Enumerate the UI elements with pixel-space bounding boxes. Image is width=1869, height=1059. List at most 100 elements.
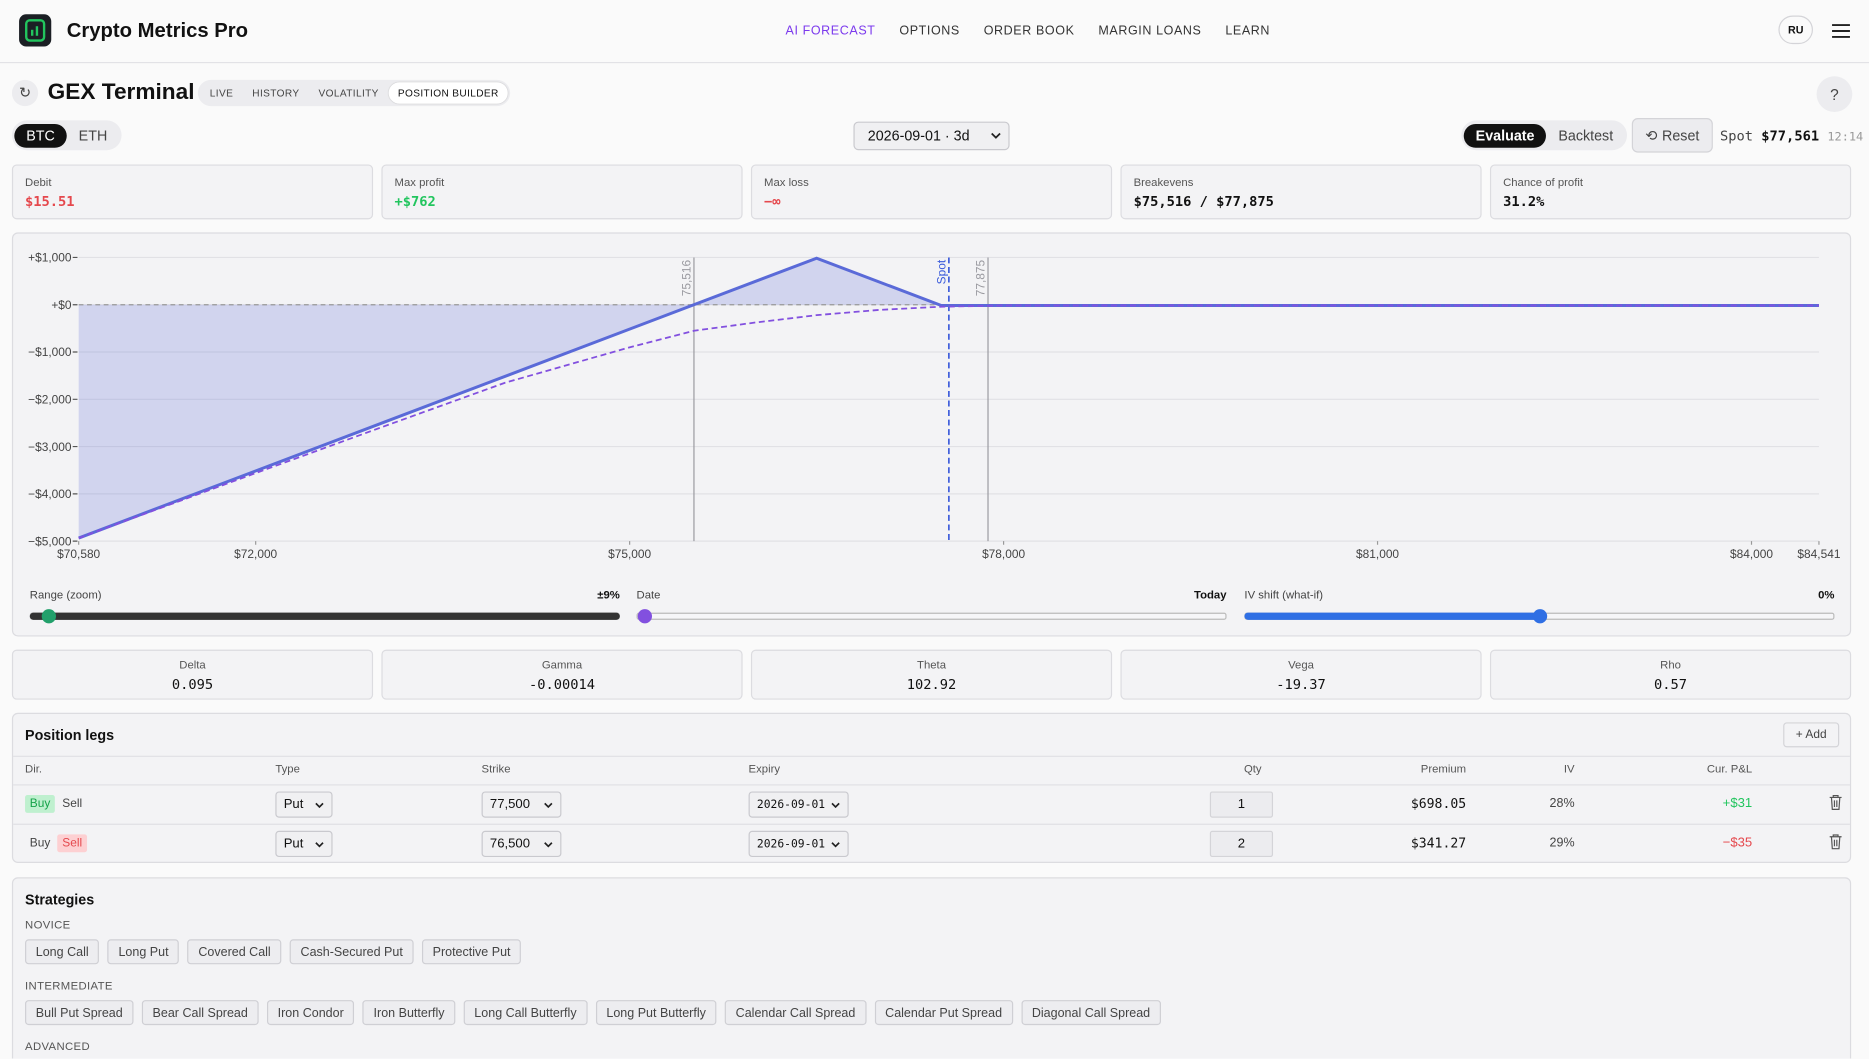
group-name: ADVANCED <box>25 1040 90 1054</box>
strategy-button[interactable]: Protective Put <box>421 939 522 965</box>
delete-button[interactable] <box>1828 833 1842 850</box>
greek-label: Theta <box>917 659 946 673</box>
tab[interactable]: POSITION BUILDER <box>388 82 509 104</box>
summary-card: Max loss −∞ <box>750 164 1113 220</box>
strategy-button[interactable]: Iron Butterfly <box>362 1000 456 1026</box>
chart: −$5,000 −$4,000 −$3,000 −$2,000 −$1,000 +$0 +$… <box>28 251 1841 561</box>
strategy-row: Bull Put Spread Bear Call Spread Iron Cond… <box>25 1000 1169 1026</box>
strategy-button[interactable]: Long Put <box>107 939 180 965</box>
greek-value: -19.37 <box>1276 675 1326 693</box>
column-header: Qty <box>1243 762 1262 776</box>
legs-title: Position legs <box>25 727 115 744</box>
menu-icon[interactable] <box>1831 23 1851 40</box>
strategies-panel: Strategies NOVICE Long Call Long Put Covered… <box>11 877 1852 1059</box>
help-button[interactable]: ? <box>1816 76 1853 113</box>
summary-card: Chance of profit 31.2% <box>1489 164 1852 220</box>
expiry-select[interactable]: 2026-09-01 <box>748 830 849 858</box>
greek-card: Delta 0.095 <box>11 649 374 700</box>
legs-panel: Position legs + Add Dir. Type Strike Expiry Qt… <box>11 712 1852 863</box>
greek-card: Gamma -0.00014 <box>381 649 743 700</box>
y-tick-label: −$1,000 <box>28 345 72 359</box>
group-name: INTERMEDIATE <box>25 979 113 993</box>
direction-buy[interactable]: Buy <box>25 795 56 813</box>
asset-option[interactable]: ETH <box>78 126 108 144</box>
lang-button[interactable]: RU <box>1778 15 1813 45</box>
nav-link[interactable]: ORDER BOOK <box>983 23 1075 39</box>
summary-label: Max loss <box>764 176 809 190</box>
strategy-button[interactable]: Diagonal Call Spread <box>1021 1000 1161 1026</box>
strategy-button[interactable]: Long Call <box>25 939 100 965</box>
slider[interactable]: Date Today <box>636 588 1227 627</box>
premium: $341.27 <box>1410 835 1467 852</box>
x-tick-label: $70,580 <box>57 547 100 561</box>
strategies-title: Strategies <box>25 891 95 909</box>
direction-sell[interactable]: Sell <box>62 797 83 811</box>
refresh-button[interactable]: ↻ <box>11 79 39 107</box>
qty-input[interactable]: 1 <box>1209 791 1274 818</box>
trash-icon <box>1829 795 1842 810</box>
x-tick-label: $78,000 <box>982 547 1025 561</box>
mode-option[interactable]: Backtest <box>1558 126 1614 144</box>
brand[interactable]: Crypto Metrics Pro <box>66 19 249 42</box>
strike-select[interactable]: 76,500 <box>481 830 562 858</box>
nav-link[interactable]: LEARN <box>1225 23 1271 39</box>
spot-info: Spot $77,561 12:14 <box>1720 128 1863 145</box>
qty-input[interactable]: 2 <box>1209 830 1274 858</box>
type-select[interactable]: Put <box>275 791 333 818</box>
series-line <box>78 304 1819 539</box>
divider <box>13 823 1850 825</box>
nav-link[interactable]: OPTIONS <box>899 23 960 39</box>
type-select[interactable]: Put <box>275 830 333 858</box>
slider-value: Today <box>1194 588 1227 602</box>
asset-option[interactable]: BTC <box>14 123 67 148</box>
x-tick-label: $84,541 <box>1797 547 1840 561</box>
strategy-button[interactable]: Long Put Butterfly <box>595 1000 717 1026</box>
slider-label: IV shift (what-if) <box>1244 588 1324 602</box>
direction-buy[interactable]: Buy <box>29 836 51 850</box>
add-button[interactable]: + Add <box>1783 722 1840 748</box>
chevron <box>831 841 840 847</box>
strategy-button[interactable]: Covered Call <box>187 939 282 965</box>
strategy-button[interactable]: Bear Call Spread <box>141 1000 259 1026</box>
tab[interactable]: HISTORY <box>252 87 300 99</box>
delete-button[interactable] <box>1828 794 1842 811</box>
strategy-button[interactable]: Calendar Call Spread <box>724 1000 867 1026</box>
y-tick-label: +$0 <box>51 298 72 312</box>
chevron <box>544 802 553 808</box>
column-header: Cur. P&L <box>1706 762 1753 776</box>
page-title: GEX Terminal <box>47 79 195 105</box>
expiry-select[interactable]: 2026-09-01 <box>748 791 849 818</box>
greek-card: Theta 102.92 <box>750 649 1113 700</box>
greek-label: Rho <box>1660 659 1681 673</box>
summary-card: Debit $15.51 <box>11 164 374 220</box>
strategy-button[interactable]: Bull Put Spread <box>25 1000 134 1026</box>
logo[interactable] <box>19 14 52 47</box>
slider[interactable]: Range (zoom) ±9% <box>29 589 620 627</box>
strategy-button[interactable]: Calendar Put Spread <box>874 1000 1013 1026</box>
strike-select[interactable]: 77,500 <box>481 791 562 818</box>
y-tick-label: +$1,000 <box>28 251 72 265</box>
direction-toggle: Buy Sell <box>25 795 87 813</box>
mode-option[interactable]: Evaluate <box>1463 123 1547 148</box>
strategy-button[interactable]: Long Call Butterfly <box>463 1000 588 1026</box>
strategy-button[interactable]: Iron Condor <box>266 1000 355 1026</box>
tab[interactable]: LIVE <box>209 87 234 99</box>
y-tick-label: −$2,000 <box>28 392 72 406</box>
direction-sell[interactable]: Sell <box>57 834 87 853</box>
nav-link[interactable]: AI FORECAST <box>785 23 876 39</box>
reset-icon: ⟲ <box>1645 126 1658 144</box>
x-tick-label: $84,000 <box>1730 547 1773 561</box>
reset-button[interactable]: ⟲ Reset <box>1631 118 1713 153</box>
expiry-select[interactable]: 2026-09-01 · 3d <box>853 121 1010 151</box>
nav-link[interactable]: MARGIN LOANS <box>1098 23 1202 39</box>
summary-value: −∞ <box>764 193 781 210</box>
tab[interactable]: VOLATILITY <box>318 87 379 99</box>
column-header: Type <box>275 762 300 776</box>
slider[interactable]: IV shift (what-if) 0% <box>1244 588 1835 627</box>
marker-label: 75,516 <box>679 259 693 296</box>
greek-value: -0.00014 <box>528 675 596 693</box>
strategy-button[interactable]: Cash-Secured Put <box>289 939 414 965</box>
x-tick-label: $81,000 <box>1356 547 1399 561</box>
